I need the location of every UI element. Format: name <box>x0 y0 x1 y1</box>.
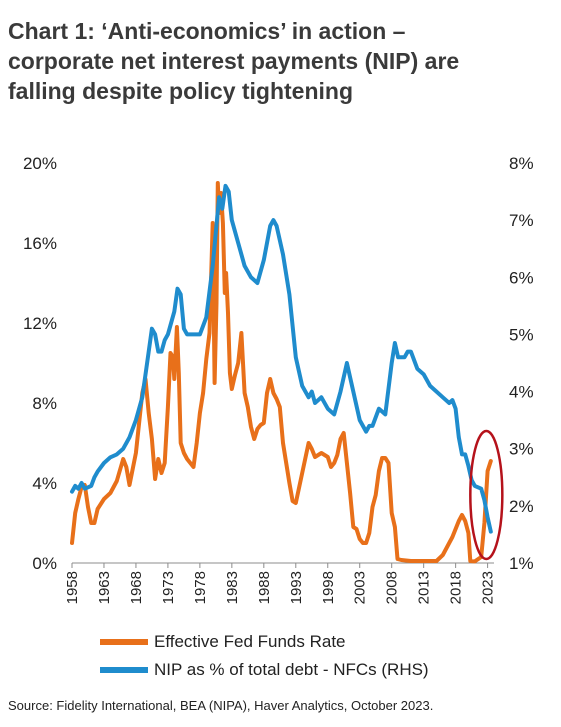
left-tick-label: 0% <box>32 554 57 573</box>
x-tick-label: 1998 <box>320 571 337 604</box>
left-tick-label: 12% <box>23 314 57 333</box>
left-tick-label: 16% <box>23 234 57 253</box>
right-tick-label: 1% <box>509 554 534 573</box>
right-tick-label: 4% <box>509 383 534 402</box>
right-tick-label: 5% <box>509 325 534 344</box>
title-line-1: Chart 1: ‘Anti-economics’ in action – <box>8 18 406 44</box>
right-tick-label: 7% <box>509 211 534 230</box>
x-tick-label: 2018 <box>448 571 465 604</box>
highlight-ellipse <box>469 429 504 561</box>
source-note: Source: Fidelity International, BEA (NIP… <box>8 698 434 713</box>
x-tick-label: 2008 <box>384 571 401 604</box>
right-tick-label: 8% <box>509 154 534 173</box>
legend-label-nip: NIP as % of total debt - NFCs (RHS) <box>154 660 429 679</box>
left-tick-label: 8% <box>32 394 57 413</box>
x-tick-label: 2023 <box>480 571 497 604</box>
x-tick-label: 1958 <box>64 571 81 604</box>
left-tick-label: 20% <box>23 154 57 173</box>
x-tick-label: 1988 <box>256 571 273 604</box>
fed-funds-rate-line <box>70 181 493 564</box>
nip-line <box>70 183 493 534</box>
x-tick-label: 2003 <box>352 571 369 604</box>
x-tick-label: 1963 <box>96 571 113 604</box>
title-line-2: corporate net interest payments (NIP) ar… <box>8 48 460 74</box>
legend-swatch-nip <box>100 667 148 673</box>
right-tick-label: 3% <box>509 440 534 459</box>
x-tick-label: 1993 <box>288 571 305 604</box>
chart-title: Chart 1: ‘Anti-economics’ in action – co… <box>8 16 548 106</box>
legend: Effective Fed Funds Rate NIP as % of tot… <box>100 628 429 684</box>
legend-item-fed-funds: Effective Fed Funds Rate <box>100 628 429 656</box>
x-tick-label: 1983 <box>224 571 241 604</box>
right-tick-label: 6% <box>509 268 534 287</box>
x-tick-label: 1973 <box>160 571 177 604</box>
title-line-3: falling despite policy tightening <box>8 78 354 104</box>
legend-label-fed-funds: Effective Fed Funds Rate <box>154 632 346 651</box>
left-tick-label: 4% <box>32 474 57 493</box>
x-tick-label: 2013 <box>416 571 433 604</box>
legend-item-nip: NIP as % of total debt - NFCs (RHS) <box>100 656 429 684</box>
x-tick-label: 1978 <box>192 571 209 604</box>
x-tick-label: 1968 <box>128 571 145 604</box>
legend-swatch-fed-funds <box>100 639 148 645</box>
right-tick-label: 2% <box>509 497 534 516</box>
